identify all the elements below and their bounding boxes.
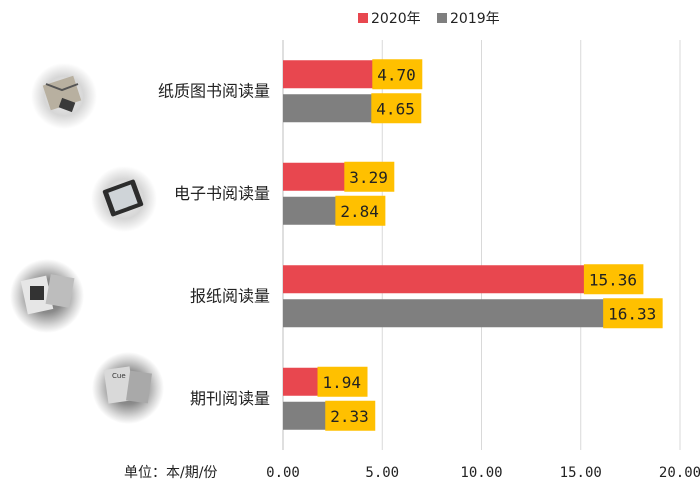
bar-2020 xyxy=(283,60,377,89)
x-tick-label: 0.00 xyxy=(266,465,300,481)
category-label: 报纸阅读量 xyxy=(190,286,270,305)
legend-swatch-2020 xyxy=(358,13,368,23)
data-label-box xyxy=(325,400,376,431)
data-label: 2.33 xyxy=(330,407,369,426)
bar-2019 xyxy=(283,401,330,430)
category-label: 期刊阅读量 xyxy=(190,389,270,408)
data-label-box xyxy=(371,93,422,124)
x-tick-label: 15.00 xyxy=(560,465,602,481)
data-label: 3.29 xyxy=(349,168,388,187)
data-label: 4.70 xyxy=(377,65,416,84)
data-label: 1.94 xyxy=(323,373,362,392)
book-photo-icon xyxy=(31,63,97,129)
bar-2019 xyxy=(283,299,608,328)
data-label-box xyxy=(603,298,663,329)
bars-layer: 4.70 4.65 3.29 2.84 15.36 16.33 1.94 2.33 xyxy=(283,59,663,431)
newspaper-photo-icon xyxy=(10,259,84,333)
data-label-box xyxy=(583,264,644,295)
bar-2020 xyxy=(283,265,588,294)
bar-2019 xyxy=(283,94,376,123)
data-label: 16.33 xyxy=(608,304,656,323)
x-axis-ticks: 0.00 5.00 10.00 15.00 20.00 xyxy=(266,465,700,481)
data-label: 2.84 xyxy=(340,202,379,221)
data-label-box xyxy=(372,59,423,90)
x-tick-label: 20.00 xyxy=(659,465,700,481)
category-label: 电子书阅读量 xyxy=(174,184,270,203)
bar-2019 xyxy=(283,196,340,225)
x-tick-label: 5.00 xyxy=(365,465,399,481)
legend-swatch-2019 xyxy=(437,13,447,23)
bar-2020 xyxy=(283,367,322,396)
x-tick-label: 10.00 xyxy=(460,465,502,481)
legend-label-2020: 2020年 xyxy=(371,11,421,27)
category-label: 纸质图书阅读量 xyxy=(158,81,270,100)
ebook-photo-icon xyxy=(91,166,157,232)
data-label: 15.36 xyxy=(589,270,637,289)
data-label: 4.65 xyxy=(376,99,415,118)
data-label-box xyxy=(317,366,368,397)
legend: 2020年 2019年 xyxy=(358,11,500,27)
legend-label-2019: 2019年 xyxy=(450,11,500,27)
bar-2020 xyxy=(283,162,349,191)
magazine-photo-icon: Cue xyxy=(92,352,164,424)
data-label-box xyxy=(344,161,395,192)
data-label-box xyxy=(335,195,386,226)
x-axis-unit-label: 单位：本/期/份 xyxy=(124,465,217,481)
svg-text:Cue: Cue xyxy=(112,372,126,380)
